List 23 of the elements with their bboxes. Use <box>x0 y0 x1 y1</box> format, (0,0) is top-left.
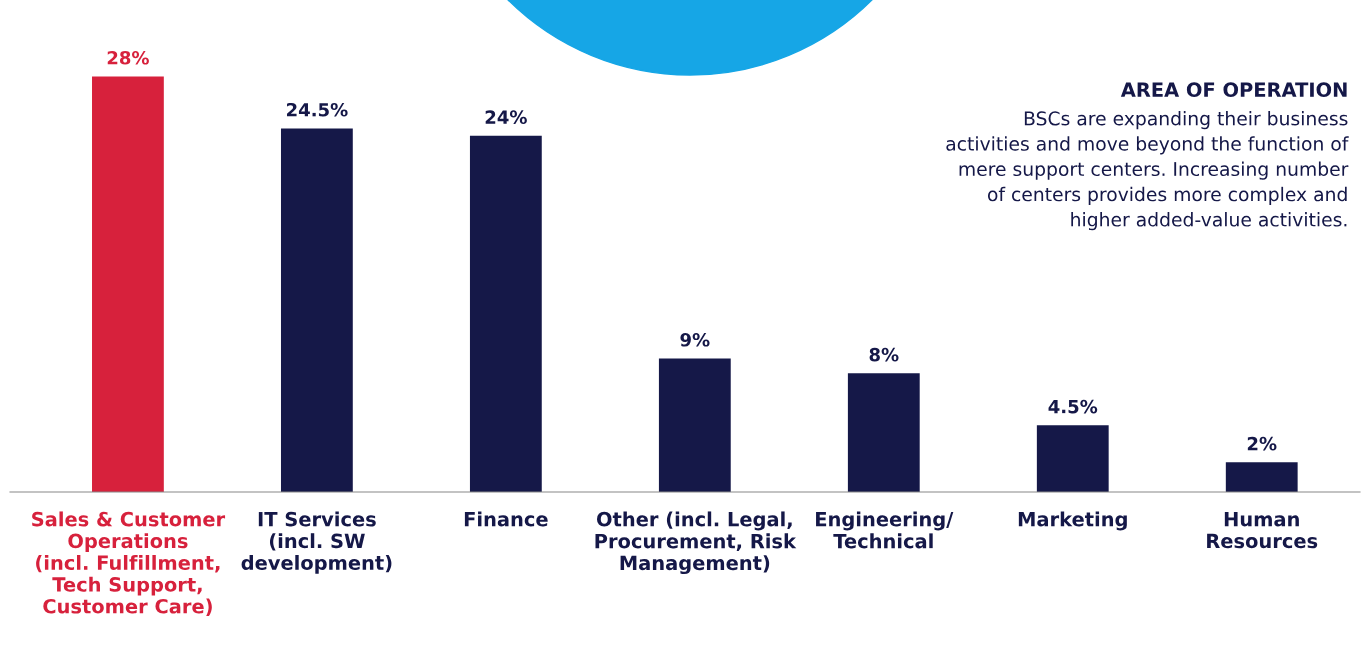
x-tick-label: Human Resources <box>1207 512 1318 549</box>
x-tick-label: Engineering/ Technical <box>816 511 954 549</box>
bar <box>469 135 542 492</box>
chart-title: AREA OF OPERATION <box>1120 82 1347 98</box>
x-tick-label: IT Services (incl. SW development) <box>241 511 392 574</box>
x-tick-label: Marketing <box>1018 511 1127 531</box>
data-label: 8% <box>869 347 899 362</box>
bar <box>280 128 353 492</box>
x-tick-label: Sales & Customer Operations (incl. Fulfillment, Tech Support, Customer Care) <box>32 511 226 616</box>
data-label: 4.5% <box>1048 399 1098 414</box>
data-label: 2% <box>1247 436 1277 451</box>
bar <box>847 373 920 492</box>
text: BSCs are expanding their business activities and move beyond the function of mere support centers. Increasing number of centers provides more complex and higher added-value activities. <box>946 111 1349 231</box>
bar <box>1225 462 1298 492</box>
data-label: 28% <box>107 50 149 65</box>
x-tick-label: Other (incl. Legal, Procurement, Risk Management) <box>595 511 797 575</box>
bar <box>92 76 164 492</box>
data-label: 9% <box>680 332 710 347</box>
bar <box>658 358 731 492</box>
x-tick-label: Finance <box>464 511 548 527</box>
data-label: 24.5% <box>287 102 348 117</box>
data-label: 24% <box>485 110 527 124</box>
bar <box>1036 425 1109 492</box>
